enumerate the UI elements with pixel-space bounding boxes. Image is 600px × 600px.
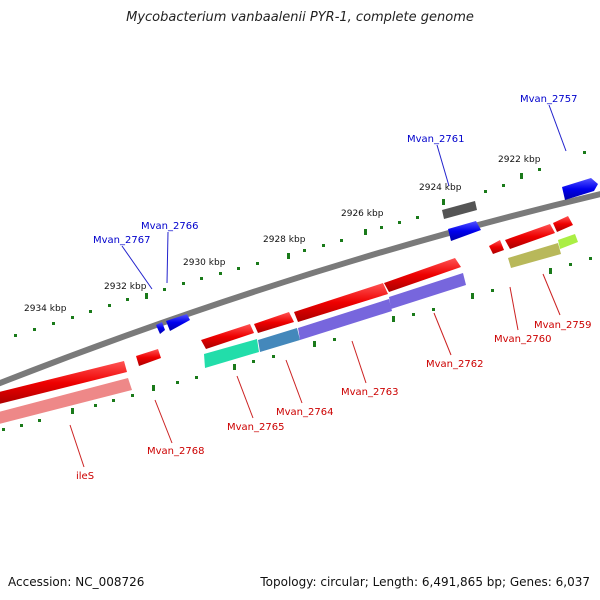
gene-mvan-2764-feature[interactable] (258, 328, 300, 352)
label-mvan-2764[interactable]: Mvan_2764 (276, 407, 333, 418)
scale-label-2930: 2930 kbp (183, 258, 226, 268)
label-mvan-2760[interactable]: Mvan_2760 (494, 334, 551, 345)
bottom-label-leaders (69, 273, 561, 468)
gene-mvan-2760-feature[interactable] (508, 243, 561, 268)
gene-mvan-2764[interactable] (254, 312, 294, 333)
lower-scale-ticks (2, 257, 592, 431)
gene-mvan-2760[interactable] (505, 224, 555, 249)
label-mvan-2765[interactable]: Mvan_2765 (227, 422, 284, 433)
scale-label-2922: 2922 kbp (498, 155, 541, 165)
label-mvan-2759[interactable]: Mvan_2759 (534, 320, 591, 331)
label-iles[interactable]: ileS (76, 471, 94, 482)
gene-iles[interactable] (0, 361, 127, 405)
gene-iles-feature[interactable] (0, 378, 132, 425)
label-mvan-2762[interactable]: Mvan_2762 (426, 359, 483, 370)
genome-summary-text: Topology: circular; Length: 6,491,865 bp… (260, 575, 590, 589)
gene-mvan-2762[interactable] (384, 258, 461, 292)
gene-mvan-2760b[interactable] (489, 240, 504, 254)
gene-mvan-2766[interactable] (166, 314, 190, 331)
gene-mvan-2759-feature[interactable] (558, 234, 578, 249)
gene-mvan-2761[interactable] (442, 201, 477, 219)
map-title: Mycobacterium vanbaalenii PYR-1, complet… (126, 10, 474, 25)
label-mvan-2763[interactable]: Mvan_2763 (341, 387, 398, 398)
top-label-leaders (121, 104, 567, 290)
label-mvan-2757[interactable]: Mvan_2757 (520, 94, 577, 105)
label-mvan-2761[interactable]: Mvan_2761 (407, 134, 464, 145)
scale-label-2926: 2926 kbp (341, 209, 384, 219)
genome-backbone (0, 191, 600, 387)
label-mvan-2768[interactable]: Mvan_2768 (147, 446, 204, 457)
gene-mvan-2765-feature[interactable] (204, 339, 259, 368)
scale-label-2924: 2924 kbp (419, 183, 462, 193)
reverse-genes (0, 216, 578, 425)
gene-mvan-2763-feature[interactable] (298, 299, 392, 340)
forward-genes (156, 178, 598, 334)
accession-text: Accession: NC_008726 (8, 575, 145, 589)
label-mvan-2766[interactable]: Mvan_2766 (141, 221, 198, 232)
label-mvan-2767[interactable]: Mvan_2767 (93, 235, 150, 246)
scale-label-2934: 2934 kbp (24, 304, 67, 314)
gene-mvan-2765[interactable] (201, 324, 254, 349)
scale-label-2932: 2932 kbp (104, 282, 147, 292)
gene-mvan-2767[interactable] (156, 322, 165, 334)
gene-mvan-2757[interactable] (562, 178, 598, 200)
scale-label-2928: 2928 kbp (263, 235, 306, 245)
gene-mvan-2759[interactable] (553, 216, 573, 232)
upper-scale-ticks (14, 151, 586, 337)
gene-mvan-2761b[interactable] (448, 221, 481, 241)
gene-mvan-2762-feature[interactable] (389, 273, 466, 309)
gene-mvan-2768[interactable] (136, 349, 161, 366)
gene-mvan-2763[interactable] (294, 283, 388, 322)
